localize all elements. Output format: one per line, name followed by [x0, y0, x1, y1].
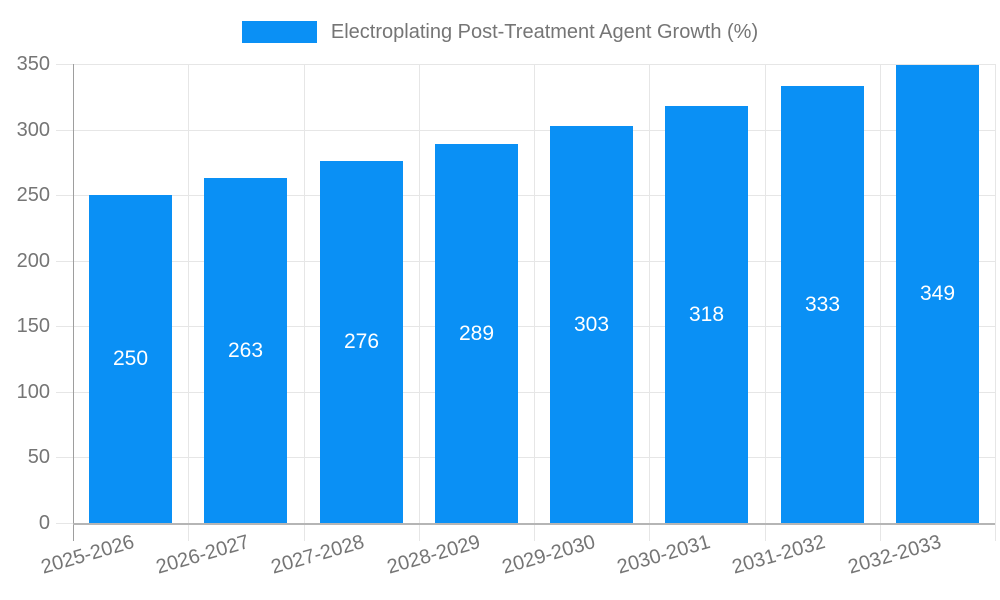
- x-axis-tick-label: 2026-2027: [153, 531, 252, 579]
- x-axis-tick-label: 2029-2030: [499, 531, 598, 579]
- bar-value-label: 349: [919, 282, 956, 305]
- x-gridline: [304, 64, 305, 541]
- bar[interactable]: [896, 65, 979, 523]
- x-gridline: [419, 64, 420, 541]
- bar-value-label: 276: [343, 330, 380, 353]
- y-axis-tick-label: 250: [16, 184, 50, 206]
- x-gridline: [188, 64, 189, 541]
- bar[interactable]: [204, 178, 287, 523]
- x-axis-tick-label: 2030-2031: [614, 531, 713, 579]
- y-gridline: [56, 130, 995, 131]
- y-axis-tick-label: 100: [16, 381, 50, 403]
- bar[interactable]: [550, 126, 633, 523]
- x-gridline: [995, 64, 996, 541]
- bar[interactable]: [89, 195, 172, 523]
- legend-swatch-icon: [241, 21, 317, 43]
- y-axis-tick-label: 350: [16, 53, 50, 75]
- bar-value-label: 289: [458, 321, 495, 345]
- bar[interactable]: [320, 161, 403, 523]
- x-gridline: [765, 64, 766, 541]
- y-gridline: [56, 195, 995, 196]
- bar-value-label: 250: [112, 347, 149, 370]
- y-gridline: [56, 392, 995, 393]
- chart-legend[interactable]: Electroplating Post-Treatment Agent Grow…: [0, 18, 1000, 46]
- x-axis-tick-label: 2032-2033: [845, 531, 944, 579]
- x-axis-line: [73, 523, 995, 525]
- bar[interactable]: [665, 106, 748, 523]
- y-axis-tick-label: 200: [16, 250, 50, 272]
- legend-label: Electroplating Post-Treatment Agent Grow…: [330, 20, 759, 43]
- y-axis-tick-label: 0: [38, 512, 50, 534]
- y-axis-tick-label: 300: [16, 119, 50, 141]
- y-gridline: [56, 261, 995, 262]
- bar-value-label: 303: [573, 312, 610, 336]
- y-axis-tick-label: 150: [16, 315, 50, 337]
- x-gridline: [880, 64, 881, 541]
- y-gridline: [56, 64, 995, 65]
- x-axis-tick-label: 2028-2029: [384, 531, 483, 579]
- y-gridline: [56, 326, 995, 327]
- x-axis-tick-label: 2025-2026: [38, 531, 137, 579]
- bar[interactable]: [435, 144, 518, 523]
- y-gridline: [56, 457, 995, 458]
- x-gridline: [534, 64, 535, 541]
- bar-value-label: 318: [688, 302, 725, 326]
- bar-value-label: 333: [804, 292, 841, 316]
- x-axis-tick-label: 2031-2032: [730, 531, 829, 579]
- x-axis-tick-label: 2027-2028: [269, 531, 368, 579]
- x-gridline: [649, 64, 650, 541]
- bar[interactable]: [781, 86, 864, 523]
- y-axis-tick-label: 50: [27, 446, 50, 468]
- bar-value-label: 263: [227, 338, 264, 362]
- y-axis-line: [73, 64, 74, 541]
